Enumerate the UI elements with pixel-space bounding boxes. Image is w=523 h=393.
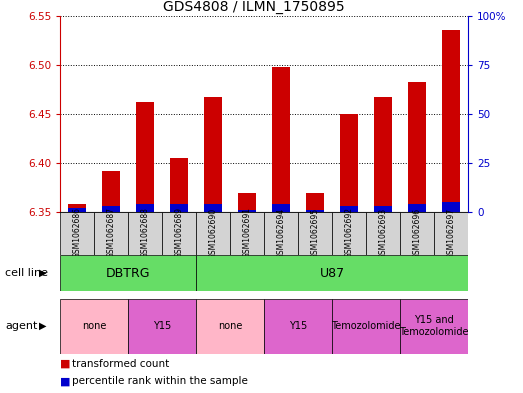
Bar bbox=[60, 299, 128, 354]
Text: percentile rank within the sample: percentile rank within the sample bbox=[72, 376, 247, 386]
Bar bbox=[442, 202, 460, 212]
Text: Y15: Y15 bbox=[153, 321, 171, 331]
Bar bbox=[196, 255, 468, 291]
Bar bbox=[60, 212, 94, 255]
Bar bbox=[366, 212, 400, 255]
Text: GSM1062692: GSM1062692 bbox=[345, 208, 354, 259]
Bar bbox=[306, 210, 324, 212]
Bar bbox=[128, 212, 162, 255]
Bar bbox=[442, 31, 460, 212]
Bar bbox=[102, 206, 120, 212]
Bar bbox=[306, 193, 324, 212]
Text: agent: agent bbox=[5, 321, 38, 331]
Text: GSM1062693: GSM1062693 bbox=[379, 208, 388, 259]
Text: GSM1062694: GSM1062694 bbox=[277, 208, 286, 259]
Text: ■: ■ bbox=[60, 376, 71, 386]
Bar bbox=[136, 204, 154, 212]
Bar bbox=[264, 212, 298, 255]
Bar bbox=[136, 102, 154, 212]
Bar bbox=[204, 97, 222, 212]
Bar bbox=[68, 204, 86, 212]
Bar bbox=[298, 212, 332, 255]
Bar bbox=[162, 212, 196, 255]
Text: U87: U87 bbox=[320, 266, 345, 280]
Bar bbox=[60, 255, 196, 291]
Bar bbox=[170, 204, 188, 212]
Text: GDS4808 / ILMN_1750895: GDS4808 / ILMN_1750895 bbox=[163, 0, 345, 14]
Text: GSM1062695: GSM1062695 bbox=[311, 208, 320, 259]
Text: GSM1062686: GSM1062686 bbox=[73, 208, 82, 259]
Bar bbox=[374, 206, 392, 212]
Text: GSM1062688: GSM1062688 bbox=[141, 208, 150, 259]
Bar bbox=[230, 212, 264, 255]
Bar bbox=[400, 212, 434, 255]
Bar bbox=[204, 204, 222, 212]
Bar bbox=[196, 212, 230, 255]
Text: GSM1062696: GSM1062696 bbox=[413, 208, 422, 259]
Bar bbox=[434, 212, 468, 255]
Text: none: none bbox=[218, 321, 242, 331]
Bar bbox=[264, 299, 332, 354]
Text: DBTRG: DBTRG bbox=[106, 266, 151, 280]
Text: Y15: Y15 bbox=[289, 321, 307, 331]
Text: Y15 and
Temozolomide: Y15 and Temozolomide bbox=[400, 316, 469, 337]
Text: GSM1062687: GSM1062687 bbox=[107, 208, 116, 259]
Bar bbox=[94, 212, 128, 255]
Bar bbox=[272, 204, 290, 212]
Bar bbox=[68, 208, 86, 212]
Bar bbox=[196, 299, 264, 354]
Text: GSM1062689: GSM1062689 bbox=[175, 208, 184, 259]
Text: ▶: ▶ bbox=[39, 268, 47, 278]
Bar bbox=[170, 158, 188, 212]
Bar bbox=[408, 204, 426, 212]
Text: none: none bbox=[82, 321, 106, 331]
Text: ▶: ▶ bbox=[39, 321, 47, 331]
Bar bbox=[238, 210, 256, 212]
Text: GSM1062691: GSM1062691 bbox=[243, 208, 252, 259]
Text: transformed count: transformed count bbox=[72, 358, 169, 369]
Bar bbox=[332, 212, 366, 255]
Bar bbox=[400, 299, 468, 354]
Text: ■: ■ bbox=[60, 358, 71, 369]
Bar bbox=[272, 67, 290, 212]
Bar bbox=[340, 206, 358, 212]
Bar bbox=[332, 299, 400, 354]
Text: Temozolomide: Temozolomide bbox=[332, 321, 401, 331]
Bar bbox=[408, 82, 426, 212]
Bar bbox=[128, 299, 196, 354]
Text: GSM1062690: GSM1062690 bbox=[209, 208, 218, 259]
Bar bbox=[102, 171, 120, 212]
Text: cell line: cell line bbox=[5, 268, 48, 278]
Bar bbox=[238, 193, 256, 212]
Bar bbox=[340, 114, 358, 212]
Bar bbox=[374, 97, 392, 212]
Text: GSM1062697: GSM1062697 bbox=[447, 208, 456, 259]
